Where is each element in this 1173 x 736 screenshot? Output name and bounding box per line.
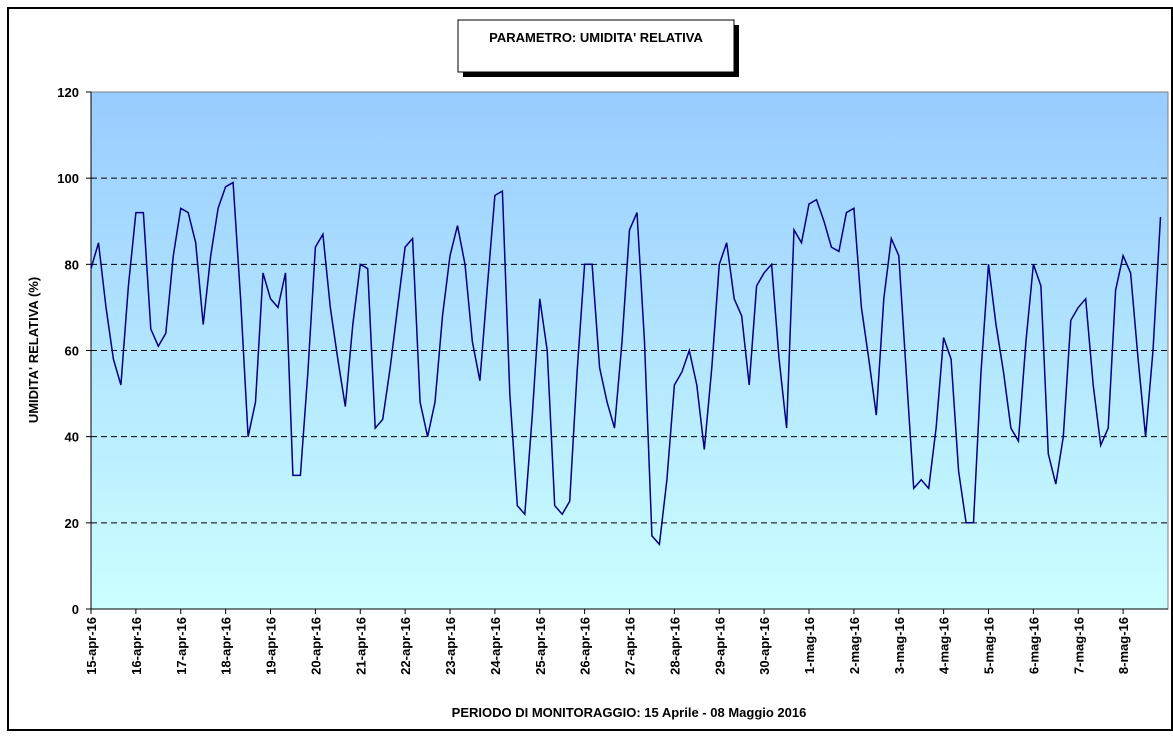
- x-tick-label: 20-apr-16: [308, 617, 323, 675]
- x-tick-label: 30-apr-16: [757, 617, 772, 675]
- x-tick-label: 24-apr-16: [488, 617, 503, 675]
- x-tick-label: 6-mag-16: [1026, 617, 1041, 674]
- x-tick-label: 18-apr-16: [219, 617, 234, 675]
- y-axis-label: UMIDITA' RELATIVA (%): [26, 277, 41, 423]
- x-tick-label: 26-apr-16: [578, 617, 593, 675]
- plot: 0 20 40 60 80 100 120 15-apr-16 16-apr-16 17-apr-…: [57, 85, 1168, 675]
- x-tick-label: 25-apr-16: [533, 617, 548, 675]
- line-series: [90, 181, 1162, 547]
- x-tick-label: 2-mag-16: [847, 617, 862, 674]
- y-tick-label: 20: [65, 516, 79, 531]
- x-tick-label: 8-mag-16: [1116, 617, 1131, 674]
- x-tick-label: 4-mag-16: [937, 617, 952, 674]
- title-box: [457, 19, 735, 73]
- y-tick-label: 120: [57, 85, 79, 100]
- chart-title: PARAMETRO: UMIDITA' RELATIVA: [489, 30, 703, 45]
- x-tick-label: 19-apr-16: [264, 617, 279, 675]
- plot-area: [90, 91, 1169, 610]
- x-tick-label: 17-apr-16: [174, 617, 189, 675]
- y-tick-label: 80: [65, 257, 79, 272]
- x-tick-label: 15-apr-16: [84, 617, 99, 675]
- x-tick-label: 21-apr-16: [353, 617, 368, 675]
- y-tick-label: 60: [65, 344, 79, 359]
- x-tick-label: 5-mag-16: [982, 617, 997, 674]
- x-tick-label: 22-apr-16: [398, 617, 413, 675]
- x-tick-label: 23-apr-16: [443, 617, 458, 675]
- x-tick-label: 27-apr-16: [623, 617, 638, 675]
- x-tick-label: 29-apr-16: [712, 617, 727, 675]
- x-tick-label: 28-apr-16: [667, 617, 682, 675]
- y-tick-label: 40: [65, 430, 79, 445]
- x-tick-label: 3-mag-16: [892, 617, 907, 674]
- x-tick-label: 1-mag-16: [802, 617, 817, 674]
- x-tick-label: 7-mag-16: [1071, 617, 1086, 674]
- y-tick-label: 100: [57, 171, 79, 186]
- y-tick-label: 0: [72, 602, 79, 617]
- x-tick-label: 16-apr-16: [129, 617, 144, 675]
- x-axis-label: PERIODO DI MONITORAGGIO: 15 Aprile - 08 …: [452, 705, 807, 720]
